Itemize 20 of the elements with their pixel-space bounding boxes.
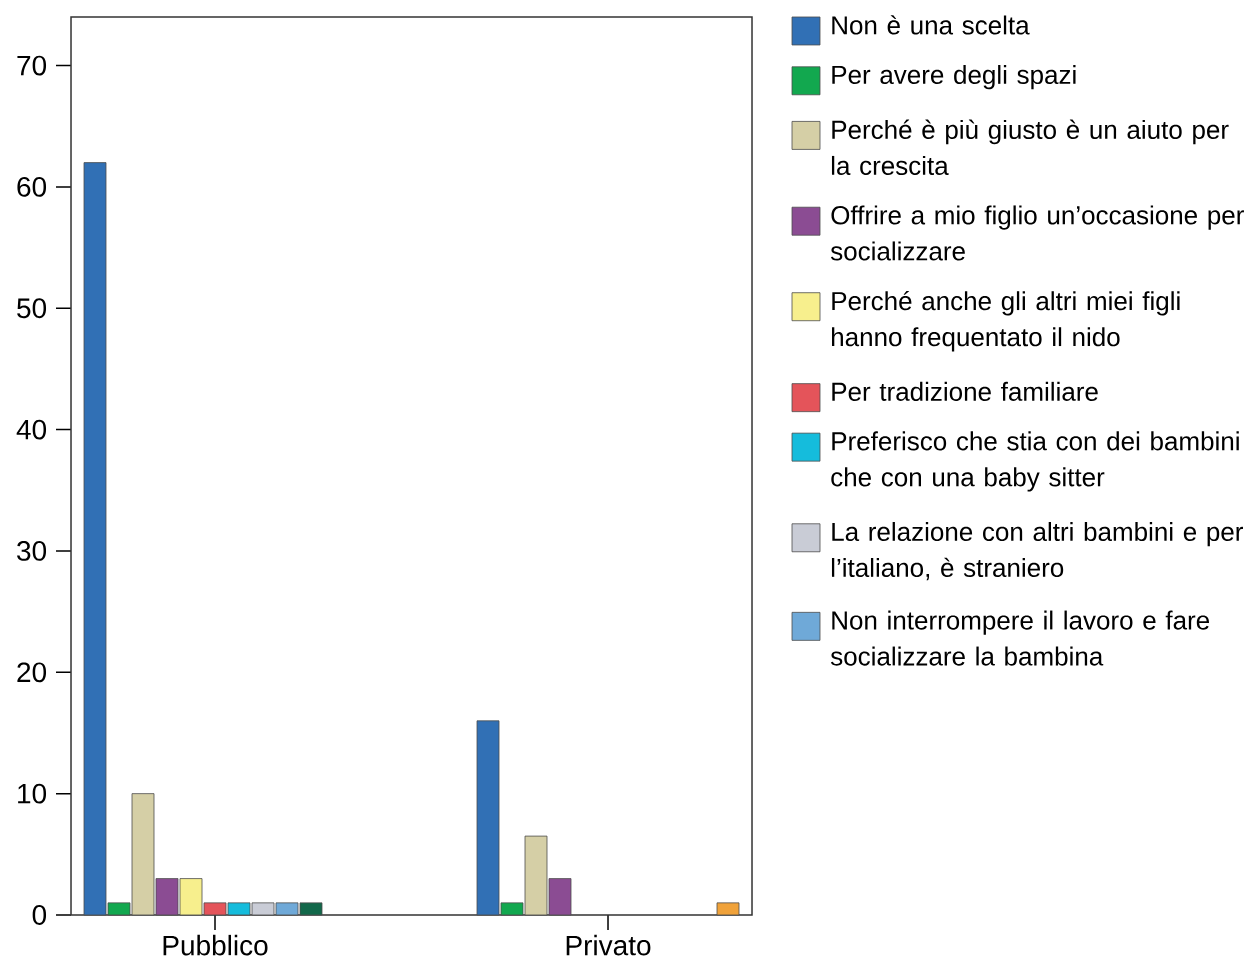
legend-label: Non è una scelta	[832, 15, 1030, 35]
x-tick-label: Pubblico	[163, 934, 268, 956]
y-tick-label: 10	[18, 783, 47, 804]
y-tick-label: 60	[17, 176, 47, 197]
y-tick-label: 40	[16, 419, 47, 440]
legend-label: Per tradizione familiare	[832, 381, 1098, 401]
y-tick-label: 0	[32, 905, 47, 925]
legend-label: Preferisco che stia con dei bambini che con una baby sitter	[831, 431, 1239, 492]
legend-label: Perché anche gli altri miei figli hanno frequentato il nido	[832, 290, 1180, 352]
x-tick-label: Privato	[566, 934, 651, 956]
legend-label: La relazione con altri bambini e per l’italiano, è straniero	[831, 521, 1243, 581]
y-tick-label: 20	[17, 662, 47, 683]
legend-label: Perché è più giusto è un aiuto per la crescita	[831, 119, 1229, 176]
legend-label: Offrire a mio figlio un’occasione per socializzare	[830, 205, 1244, 261]
legend-label: Non interrompere il lavoro e fare socializzare la bambina	[830, 610, 1210, 666]
y-tick-label: 50	[17, 298, 47, 319]
y-tick-label: 30	[17, 541, 47, 561]
y-tick-label: 70	[17, 55, 47, 76]
bar	[716, 902, 740, 916]
legend-label: Per avere degli spazi	[832, 64, 1076, 90]
